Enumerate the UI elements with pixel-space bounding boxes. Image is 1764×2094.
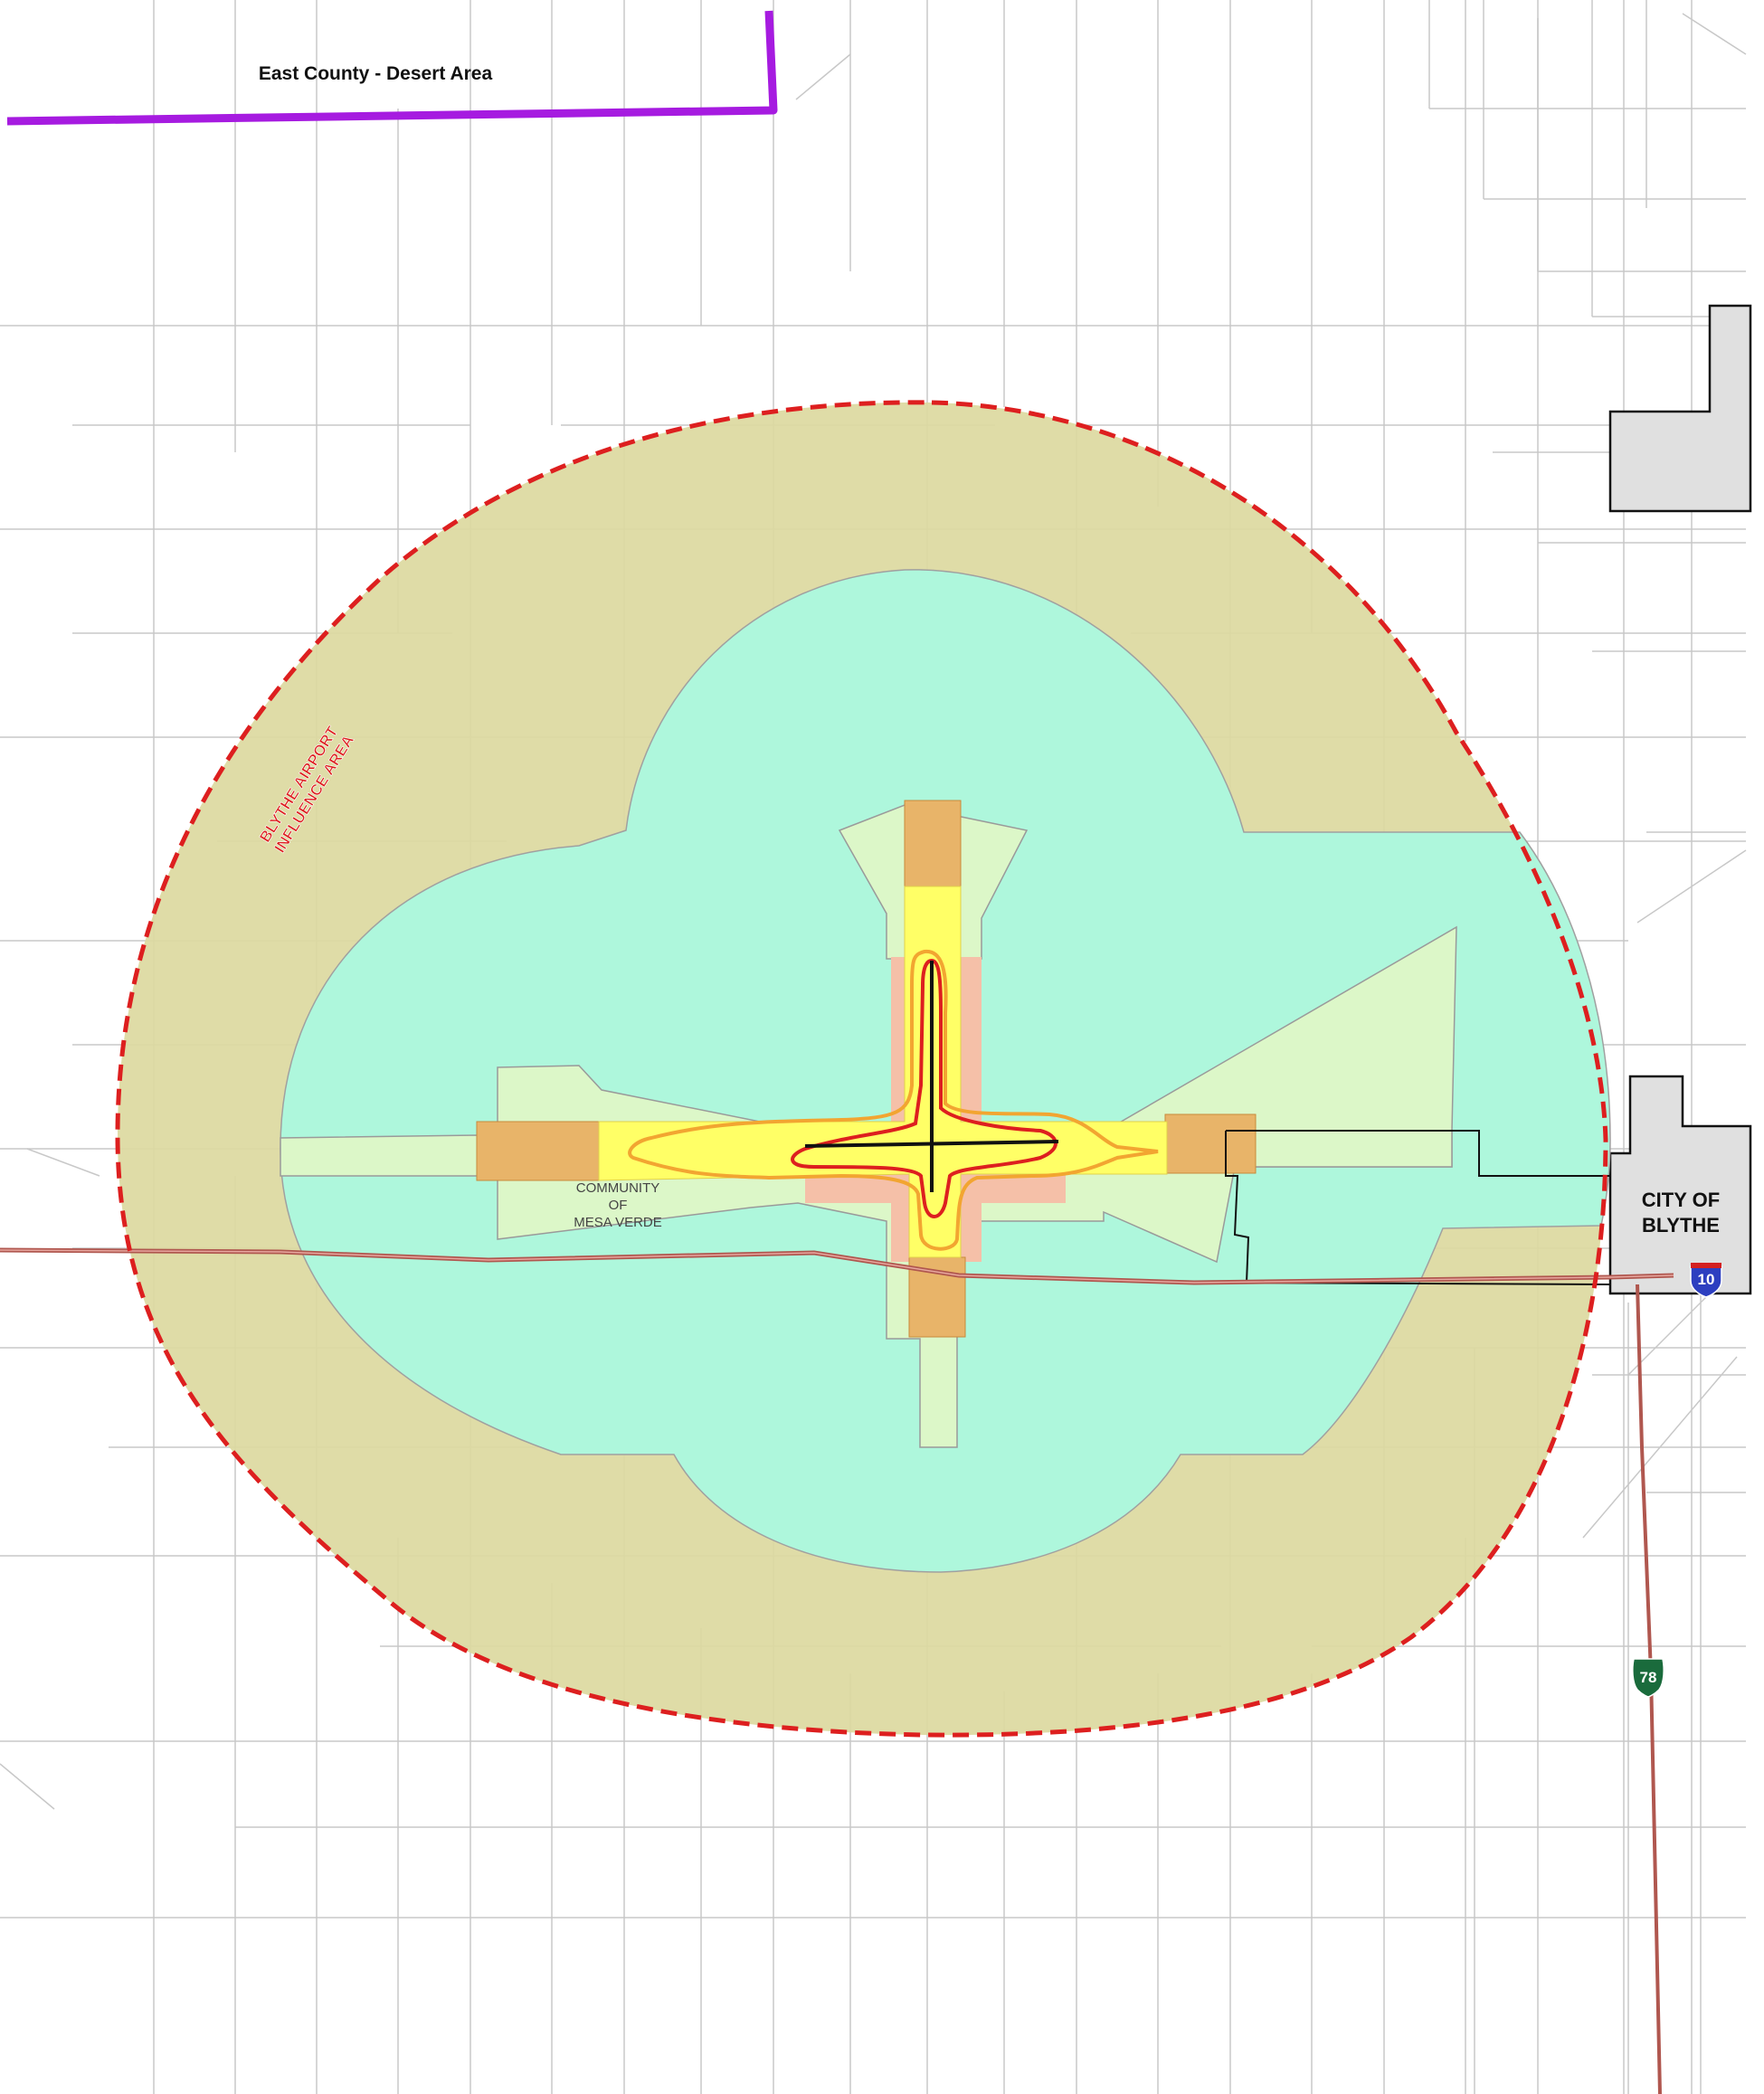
state-route-78 bbox=[1636, 1284, 1662, 2094]
noise-contour-inner bbox=[791, 958, 1057, 1218]
runway-protection-zones bbox=[476, 800, 1257, 1338]
region-boundary bbox=[6, 10, 778, 126]
clear-zone bbox=[598, 886, 1168, 1258]
state-route-78-shield-number: 78 bbox=[1640, 1669, 1657, 1686]
city-label: CITY OF BLYTHE bbox=[1642, 1189, 1720, 1237]
interstate-10-shield-number: 10 bbox=[1698, 1271, 1715, 1288]
interstate-10-route bbox=[0, 1247, 1674, 1285]
region-label: East County - Desert Area bbox=[259, 63, 493, 84]
city-label-line2: BLYTHE bbox=[1642, 1214, 1720, 1237]
city-parcel-main bbox=[1608, 1075, 1752, 1295]
runways bbox=[804, 961, 1059, 1192]
interstate-10-shield: 10 bbox=[1690, 1263, 1722, 1298]
community-label-line3: MESA VERDE bbox=[574, 1215, 662, 1230]
state-route-78-shield: 78 bbox=[1632, 1658, 1664, 1698]
noise-contour-outer bbox=[628, 949, 1159, 1251]
city-parcel-north bbox=[1608, 304, 1752, 513]
community-label-line2: OF bbox=[609, 1198, 628, 1213]
city-label-line1: CITY OF bbox=[1642, 1189, 1720, 1211]
community-label: COMMUNITY OF MESA VERDE bbox=[574, 1180, 662, 1230]
community-label-line1: COMMUNITY bbox=[576, 1180, 660, 1196]
airport-influence-boundary bbox=[115, 400, 1608, 1738]
